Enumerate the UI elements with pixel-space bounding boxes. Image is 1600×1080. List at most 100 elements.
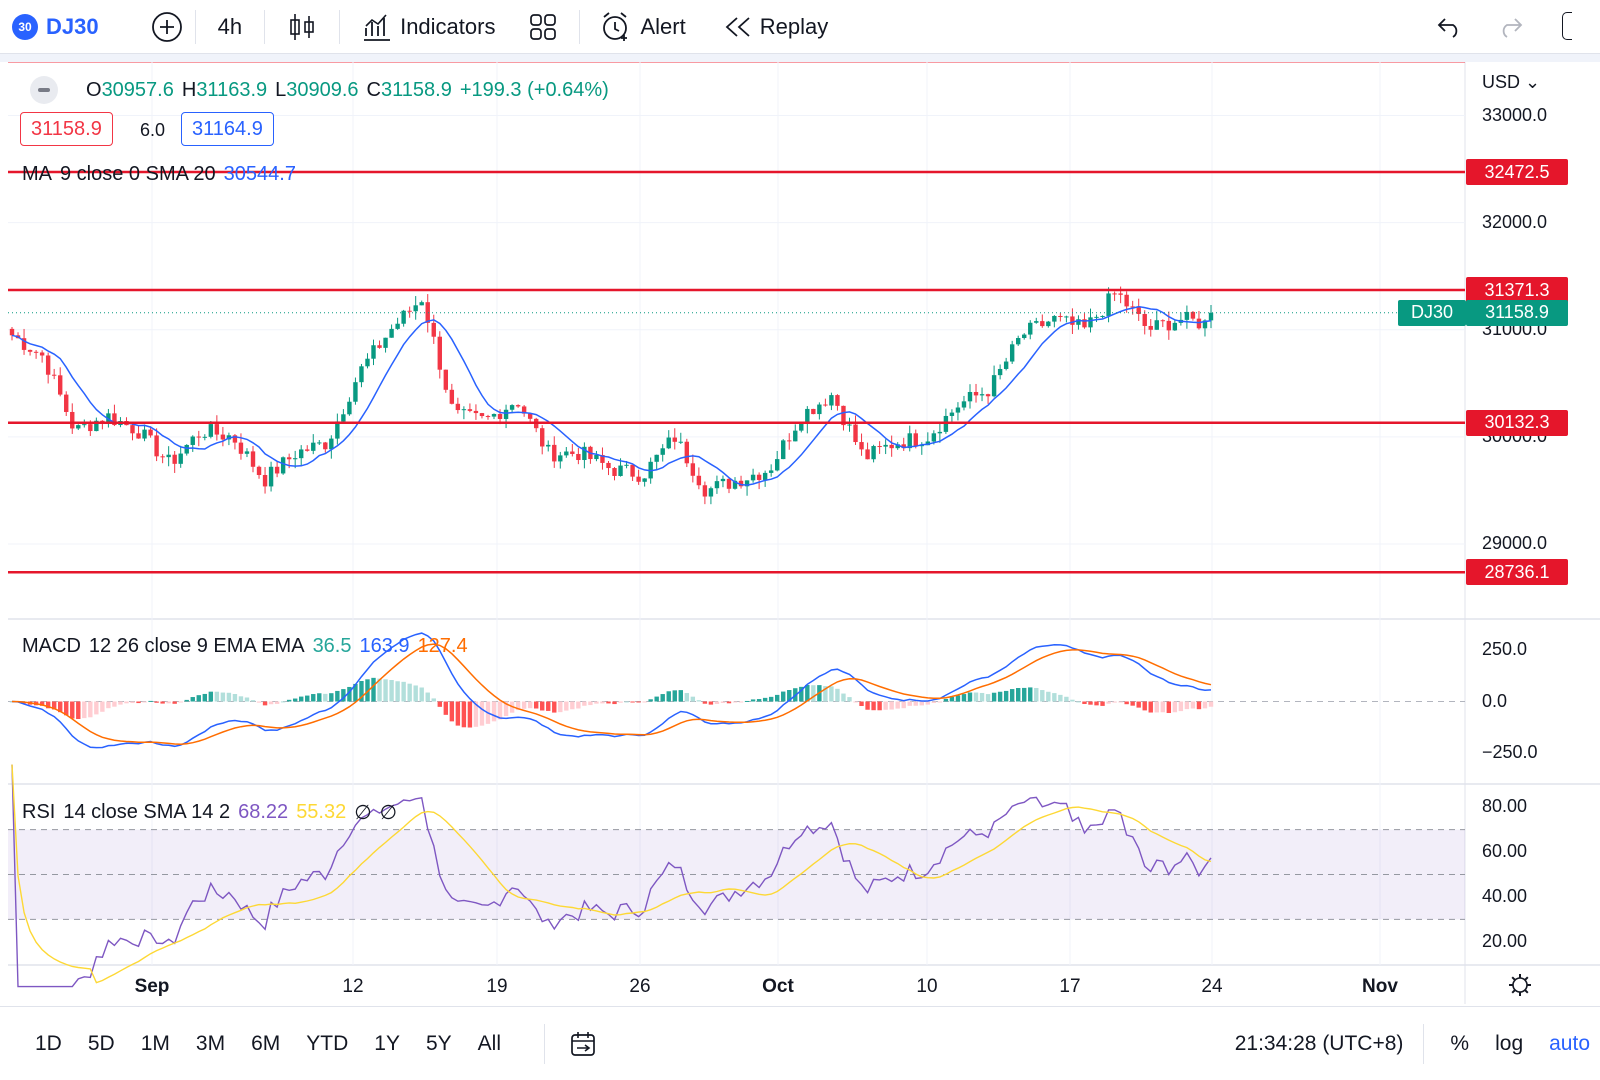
currency-selector[interactable]: USD ⌄ xyxy=(1482,72,1540,93)
candle-body xyxy=(1015,338,1021,345)
macd-histogram-bar xyxy=(515,701,521,711)
chevron-down-icon: ⌄ xyxy=(1525,72,1541,92)
chart-canvas[interactable]: Sep 12 19 26 Oct 10 17 24 Nov xyxy=(8,62,1600,1004)
candle-body xyxy=(136,433,141,439)
macd-histogram-bar xyxy=(799,686,804,702)
macd-histogram-bar xyxy=(1130,701,1135,706)
range-button-1m[interactable]: 1M xyxy=(140,1031,170,1055)
macd-histogram-bar xyxy=(612,701,617,705)
buy-price-button[interactable]: 31164.9 xyxy=(181,112,274,146)
chart-type-button[interactable] xyxy=(265,0,339,54)
replay-button[interactable]: Replay xyxy=(698,0,840,54)
ma-params: 9 close 0 SMA 20 xyxy=(60,163,216,185)
candle-body xyxy=(654,454,659,462)
level-price-tag[interactable]: 30132.3 xyxy=(1466,409,1568,436)
candle-body xyxy=(690,463,696,476)
macd-histogram-bar xyxy=(762,697,768,702)
candle-body xyxy=(738,480,744,487)
replay-rewind-icon xyxy=(725,16,750,37)
chart-area[interactable]: Sep 12 19 26 Oct 10 17 24 Nov O30957.6 H31163.9 … xyxy=(8,62,1600,1004)
macd-histogram-bar xyxy=(564,701,569,711)
candle-body xyxy=(467,409,473,411)
indicators-button[interactable]: Indicators xyxy=(340,0,507,54)
symbol-badge-icon: 30 xyxy=(12,13,38,40)
macd-histogram-bar xyxy=(461,701,467,728)
range-button-all[interactable]: All xyxy=(477,1031,501,1055)
candle-body xyxy=(1172,322,1178,331)
candle-body xyxy=(142,429,147,439)
candle-body xyxy=(527,413,533,419)
layout-edge-icon[interactable] xyxy=(1562,12,1572,40)
candle-body xyxy=(1184,311,1190,320)
range-button-1y[interactable]: 1Y xyxy=(374,1031,400,1055)
macd-histogram-bar xyxy=(558,701,563,713)
redo-icon xyxy=(1502,17,1523,38)
level-price-tag[interactable]: 28736.1 xyxy=(1466,559,1568,586)
candle-body xyxy=(280,457,286,474)
candle-body xyxy=(1028,322,1033,335)
candle-body xyxy=(70,411,75,429)
candle-body xyxy=(262,474,268,487)
candle-body xyxy=(919,445,924,447)
macd-histogram-bar xyxy=(238,696,244,702)
redo-button[interactable] xyxy=(1485,0,1535,54)
macd-histogram-bar xyxy=(341,689,346,702)
candle-body xyxy=(1160,320,1165,322)
interval-button[interactable]: 4h xyxy=(217,13,243,39)
settings-gear-icon[interactable] xyxy=(1509,974,1531,996)
candle-body xyxy=(27,349,33,352)
alert-button[interactable]: Alert xyxy=(580,0,697,54)
candle-body xyxy=(208,424,214,437)
macd-histogram-bar xyxy=(744,700,750,702)
macd-histogram-bar xyxy=(1172,701,1178,713)
undo-button[interactable] xyxy=(1425,0,1475,54)
macd-histogram-bar xyxy=(94,701,99,715)
range-button-3m[interactable]: 3M xyxy=(195,1031,226,1055)
templates-button[interactable] xyxy=(507,0,579,54)
level-price-tag[interactable]: 31371.3 xyxy=(1466,277,1568,304)
log-toggle[interactable]: log xyxy=(1495,1032,1524,1055)
candle-body xyxy=(756,474,762,480)
macd-histogram-bar xyxy=(919,701,924,706)
sell-price-button[interactable]: 31158.9 xyxy=(20,112,113,146)
macd-histogram-bar xyxy=(931,701,937,703)
macd-histogram-bar xyxy=(853,701,858,703)
macd-histogram-bar xyxy=(166,701,171,704)
range-button-1d[interactable]: 1D xyxy=(35,1031,62,1055)
macd-histogram-bar xyxy=(178,701,183,703)
range-button-5y[interactable]: 5Y xyxy=(425,1031,452,1055)
range-button-6m[interactable]: 6M xyxy=(251,1031,281,1055)
percent-toggle[interactable]: % xyxy=(1450,1032,1470,1055)
change-value: +199.3 (+0.64%) xyxy=(459,78,609,101)
symbol-selector[interactable]: 30 DJ30 xyxy=(0,0,111,54)
auto-toggle[interactable]: auto xyxy=(1549,1032,1590,1055)
candle-body xyxy=(9,328,15,336)
legend-collapse-button[interactable] xyxy=(30,76,58,104)
macd-histogram-bar xyxy=(907,701,912,706)
date-range-button[interactable] xyxy=(544,1023,597,1064)
level-price-tag[interactable]: 32472.5 xyxy=(1466,159,1568,186)
compare-add-button[interactable] xyxy=(111,0,195,54)
macd-histogram-bar xyxy=(148,700,153,702)
candle-body xyxy=(112,413,117,426)
candle-body xyxy=(166,454,171,458)
range-button-ytd[interactable]: YTD xyxy=(306,1031,349,1055)
rsi-legend[interactable]: RSI 14 close SMA 14 2 68.22 55.32 ∅ ∅ xyxy=(22,800,397,825)
toolbar-divider xyxy=(194,9,196,44)
ma-legend[interactable]: MA 9 close 0 SMA 20 30544.7 xyxy=(22,163,296,186)
candle-body xyxy=(666,437,671,449)
range-button-5d[interactable]: 5D xyxy=(87,1031,115,1055)
toolbar-separator-strip xyxy=(0,54,1600,62)
macd-histogram-bar xyxy=(311,694,316,702)
candle-body xyxy=(1106,293,1111,316)
macd-histogram-bar xyxy=(39,701,45,706)
macd-histogram-bar xyxy=(208,691,214,702)
macd-histogram-bar xyxy=(286,699,292,702)
candle-body xyxy=(967,391,973,402)
time-tick-label: 19 xyxy=(486,976,507,997)
clock-timezone[interactable]: 21:34:28 (UTC+8) xyxy=(1235,1024,1425,1064)
macd-legend[interactable]: MACD 12 26 close 9 EMA EMA 36.5 163.9 12… xyxy=(22,635,468,658)
candle-body xyxy=(389,328,394,338)
open-label: O xyxy=(86,78,102,101)
candle-body xyxy=(768,470,774,473)
